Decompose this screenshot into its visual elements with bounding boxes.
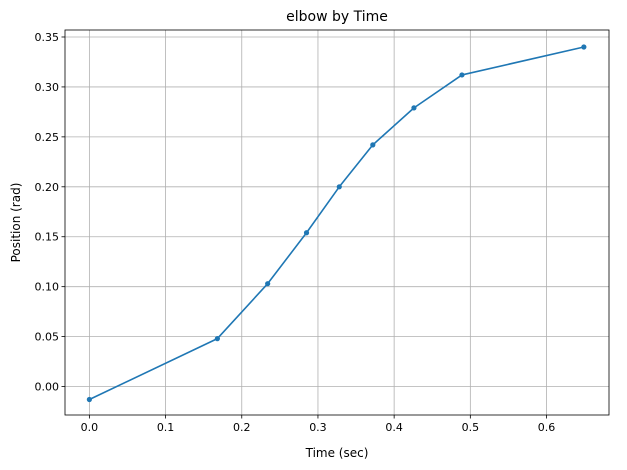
x-tick-label: 0.6 [538,421,556,434]
x-tick-label: 0.3 [309,421,327,434]
y-tick-label: 0.05 [35,331,60,344]
y-tick-label: 0.20 [35,181,60,194]
y-tick-label: 0.35 [35,31,60,44]
series-layer [86,44,587,403]
y-tick-label: 0.15 [35,231,60,244]
data-point [411,105,417,111]
data-point [581,44,587,50]
y-tick-label: 0.25 [35,131,60,144]
data-point [459,72,465,78]
data-point [303,230,310,236]
axis-ticks: 0.0 0.1 0.2 0.3 0.4 0.5 0.6 0.00 0.05 0.10 0.15 0.2… [35,31,556,434]
x-tick-label: 0.5 [462,421,480,434]
x-tick-label: 0.2 [233,421,251,434]
y-axis-label: Position (rad) [9,183,23,263]
plot-area [64,29,610,416]
data-point [336,184,342,190]
data-point [265,281,271,287]
x-tick-label: 0.4 [385,421,403,434]
x-tick-label: 0.1 [157,421,175,434]
x-tick-label: 0.0 [81,421,99,434]
chart-title: elbow by Time [286,9,388,25]
data-point [370,142,376,148]
series-line [89,46,585,401]
x-axis-label: Time (sec) [305,446,369,460]
y-tick-label: 0.30 [35,81,60,94]
data-point [86,396,92,403]
y-tick-label: 0.00 [35,381,60,394]
grid [65,30,609,415]
data-point [214,335,220,342]
y-tick-label: 0.10 [35,281,60,294]
